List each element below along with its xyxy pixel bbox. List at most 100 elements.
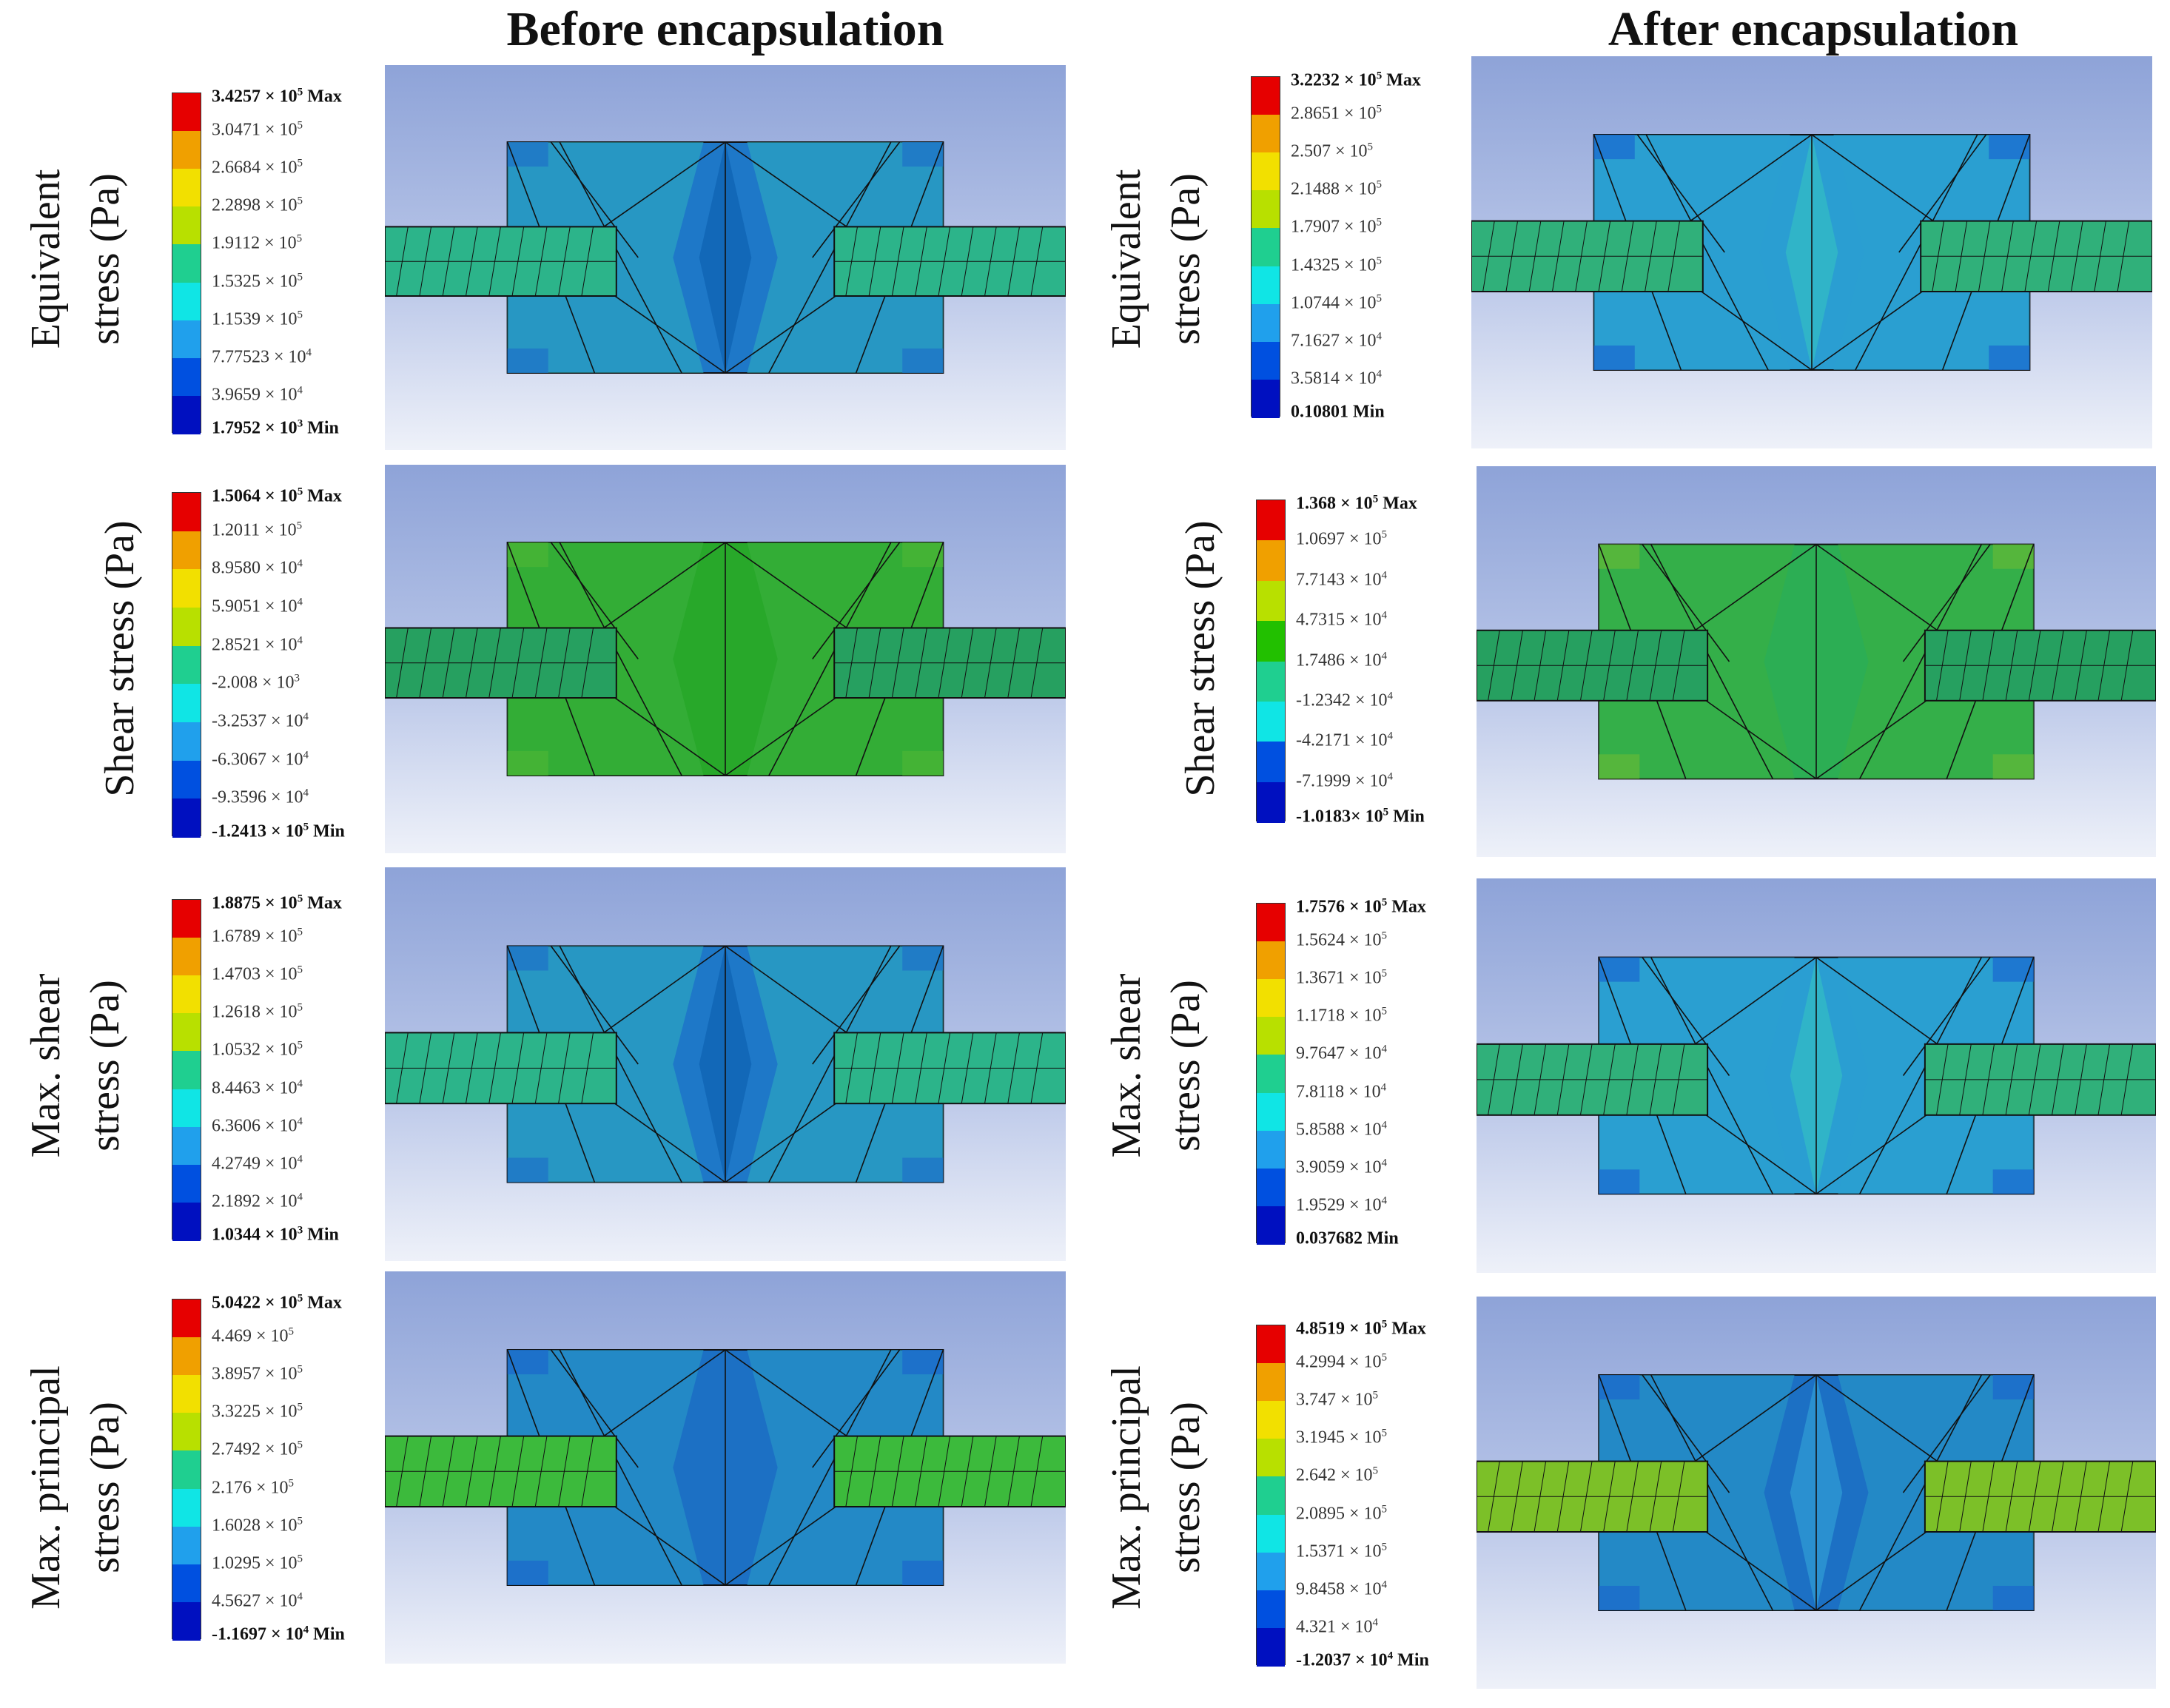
legend-swatch bbox=[1257, 1017, 1285, 1056]
legend-label: 1.2011 × 105 bbox=[212, 520, 303, 540]
legend-label: 7.8118 × 104 bbox=[1296, 1081, 1387, 1102]
legend-label: 1.0744 × 105 bbox=[1291, 292, 1383, 313]
legend-swatch bbox=[172, 1337, 201, 1376]
legend-label: 7.1627 × 104 bbox=[1291, 330, 1383, 351]
legend-label: 3.9059 × 104 bbox=[1296, 1157, 1388, 1177]
legend-swatch bbox=[172, 975, 201, 1015]
legend-swatch bbox=[1257, 1552, 1285, 1591]
mesh-line bbox=[550, 542, 639, 659]
row-label-line: Equivalent bbox=[23, 169, 69, 349]
mesh-line bbox=[1642, 544, 1730, 662]
legend-swatch bbox=[1257, 979, 1285, 1018]
legend-label: 2.0895 × 105 bbox=[1296, 1503, 1388, 1524]
before-column-title: Before encapsulation bbox=[506, 2, 944, 56]
legend-label: 1.1718 × 105 bbox=[1296, 1005, 1388, 1026]
legend-label: 1.5325 × 105 bbox=[212, 271, 303, 292]
legend-label: 8.4463 × 104 bbox=[212, 1077, 303, 1098]
contour-svg bbox=[385, 945, 1066, 1183]
mesh-line bbox=[1642, 1374, 1730, 1493]
legend-swatch bbox=[172, 169, 201, 208]
legend-label: 1.4703 × 105 bbox=[212, 964, 303, 984]
contour-svg bbox=[385, 542, 1066, 776]
legend-label: 1.7952 × 103 Min bbox=[212, 417, 339, 438]
legend-label: 1.9112 × 105 bbox=[212, 232, 303, 253]
legend-label: 2.8651 × 105 bbox=[1291, 103, 1383, 124]
legend-label: 4.469 × 105 bbox=[212, 1325, 295, 1346]
legend-label: 5.8588 × 104 bbox=[1296, 1119, 1388, 1140]
row-label-line: Equivalent bbox=[1104, 169, 1149, 349]
legend-label: -1.2342 × 104 bbox=[1296, 690, 1394, 710]
legend-label: 0.037682 Min bbox=[1296, 1228, 1399, 1248]
row-label-line: stress (Pa) bbox=[82, 173, 128, 345]
legend-swatch bbox=[172, 1564, 201, 1603]
legend-label: 1.5624 × 105 bbox=[1296, 929, 1388, 950]
legend-swatch bbox=[172, 1126, 201, 1166]
legend-label: 1.5371 × 105 bbox=[1296, 1541, 1388, 1561]
legend-label: 2.1892 × 104 bbox=[212, 1191, 303, 1211]
legend-label: 1.0344 × 103 Min bbox=[212, 1224, 339, 1245]
legend-label: 2.507 × 105 bbox=[1291, 141, 1374, 161]
legend-label: 2.8521 × 104 bbox=[212, 634, 303, 655]
legend-swatch bbox=[172, 798, 201, 838]
legend-swatch bbox=[1257, 1401, 1285, 1440]
legend-swatch bbox=[1252, 379, 1280, 418]
legend-label: 4.2994 × 105 bbox=[1296, 1351, 1388, 1372]
legend-swatch bbox=[172, 1601, 201, 1641]
legend-swatch bbox=[172, 1202, 201, 1241]
legend-color-bar bbox=[1251, 76, 1280, 418]
mesh-line bbox=[550, 141, 639, 258]
legend-swatch bbox=[172, 395, 201, 434]
legend-label: -9.3596 × 104 bbox=[212, 787, 309, 807]
legend-swatch bbox=[172, 93, 201, 132]
legend-swatch bbox=[172, 1526, 201, 1565]
legend-label: 5.9051 × 104 bbox=[212, 596, 303, 616]
legend-swatch bbox=[172, 1089, 201, 1128]
mesh-line bbox=[1902, 1374, 1991, 1493]
mesh-line bbox=[550, 945, 639, 1065]
legend-label: 2.7492 × 105 bbox=[212, 1439, 303, 1459]
legend-swatch bbox=[1257, 941, 1285, 981]
legend-label: 1.0532 × 105 bbox=[212, 1039, 303, 1060]
legend-color-bar bbox=[1256, 903, 1286, 1245]
legend-swatch bbox=[1257, 1590, 1285, 1629]
legend-label: 0.10801 Min bbox=[1291, 402, 1385, 422]
contour-maxshear-after bbox=[1477, 878, 2156, 1273]
legend-swatch bbox=[172, 357, 201, 397]
legend-swatch bbox=[172, 1488, 201, 1527]
contour-svg bbox=[1477, 543, 2156, 780]
legend-label: 1.6789 × 105 bbox=[212, 926, 303, 947]
legend-color-bar bbox=[1256, 1325, 1286, 1667]
legend-maxshear-before: 1.8875 × 105 Max 1.6789 × 105 1.4703 × 105… bbox=[172, 893, 394, 1245]
legend-label: 3.5814 × 104 bbox=[1291, 368, 1383, 389]
legend-color-bar bbox=[172, 1299, 201, 1641]
legend-label: -3.2537 × 104 bbox=[212, 710, 309, 731]
legend-swatch bbox=[1257, 1325, 1285, 1365]
legend-label: 9.8458 × 104 bbox=[1296, 1578, 1388, 1599]
legend-color-bar bbox=[172, 899, 201, 1241]
legend-swatch bbox=[1257, 540, 1285, 582]
mesh-line bbox=[1902, 544, 1991, 662]
legend-swatch bbox=[172, 493, 201, 532]
legend-color-bar bbox=[172, 93, 201, 434]
mesh-line bbox=[812, 945, 901, 1065]
legend-label: 4.8519 × 105 Max bbox=[1296, 1318, 1426, 1339]
legend-swatch bbox=[1252, 303, 1280, 343]
contour-shear-after bbox=[1477, 466, 2156, 857]
contour-svg bbox=[385, 141, 1066, 374]
legend-swatch bbox=[1257, 1476, 1285, 1516]
legend-label: 1.368 × 105 Max bbox=[1296, 493, 1417, 514]
legend-label: 3.2232 × 105 Max bbox=[1291, 70, 1421, 90]
legend-swatch bbox=[1257, 580, 1285, 622]
legend-color-bar bbox=[172, 492, 201, 838]
legend-swatch bbox=[172, 569, 201, 608]
legend-swatch bbox=[172, 608, 201, 647]
legend-swatch bbox=[1257, 1055, 1285, 1094]
row-label-principal-before: Max. principal stress (Pa) bbox=[15, 1273, 141, 1702]
legend-label: 4.2749 × 104 bbox=[212, 1153, 303, 1174]
legend-swatch bbox=[1252, 190, 1280, 229]
contour-principal-before bbox=[385, 1271, 1066, 1664]
row-label-equivalent-before: Equivalent stress (Pa) bbox=[15, 59, 141, 459]
legend-swatch bbox=[172, 320, 201, 359]
legend-swatch bbox=[1257, 500, 1285, 542]
mesh-line bbox=[1636, 134, 1725, 253]
